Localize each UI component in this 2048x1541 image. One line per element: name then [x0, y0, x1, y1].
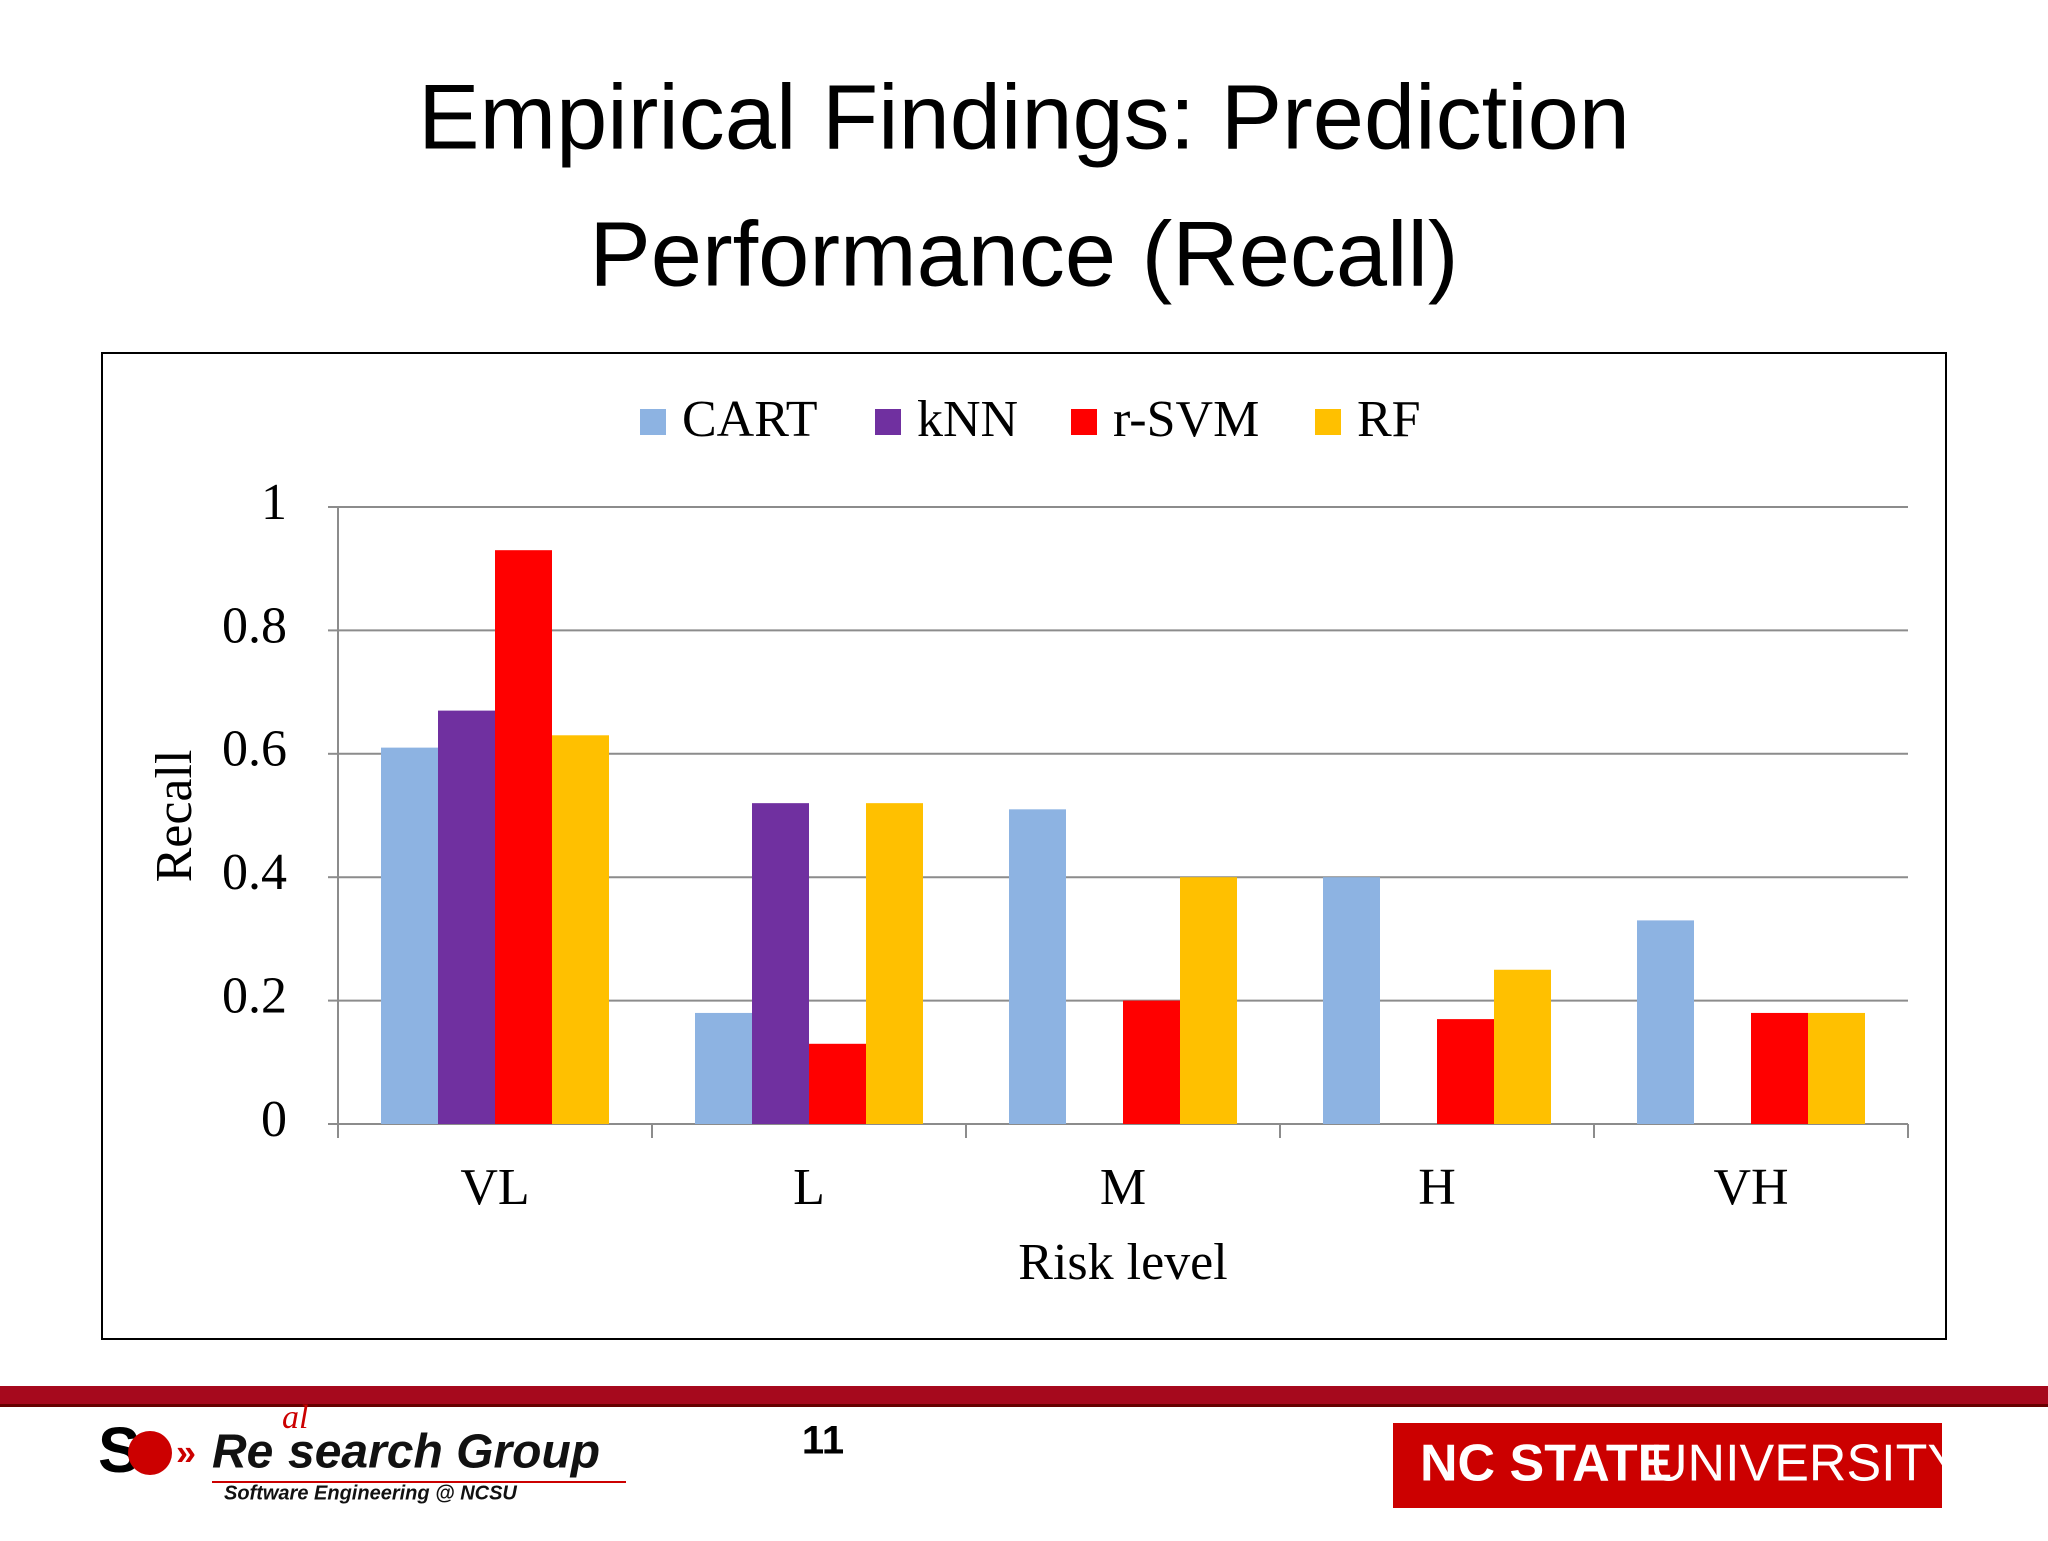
y-tick-label: 1 [261, 474, 287, 531]
legend-label: RF [1357, 391, 1421, 448]
slide-title: Empirical Findings: Prediction [418, 66, 1630, 168]
bar [1123, 1000, 1180, 1124]
bar [1437, 1019, 1494, 1124]
bar [1009, 809, 1066, 1124]
y-tick-label: 0.8 [222, 597, 287, 654]
bar [1494, 969, 1551, 1124]
logo-re: Re [212, 1426, 273, 1479]
bar [381, 747, 438, 1124]
bar [809, 1043, 866, 1124]
x-tick-label: M [1100, 1159, 1146, 1216]
page-number: 11 [802, 1419, 844, 1463]
bar [438, 710, 495, 1124]
logo-arrows: » [176, 1432, 196, 1473]
y-tick-label: 0.6 [222, 721, 287, 778]
bar [866, 803, 923, 1124]
logo-ncstate: NC STATE [1420, 1435, 1672, 1493]
x-tick-label: VH [1713, 1159, 1788, 1216]
bar [495, 550, 552, 1124]
legend-swatch [1315, 409, 1341, 435]
legend-label: CART [682, 391, 818, 448]
y-tick-label: 0.2 [222, 968, 287, 1025]
bar [695, 1012, 752, 1124]
bar [552, 735, 609, 1124]
legend-label: kNN [917, 391, 1018, 448]
footer-bar [0, 1386, 2048, 1404]
x-tick-label: VL [460, 1159, 529, 1216]
logo-e [128, 1431, 172, 1475]
logo-al: al [282, 1399, 308, 1436]
bar [1808, 1012, 1865, 1124]
nc-state-logo: NC STATE UNIVERSITY [1393, 1423, 1962, 1508]
logo-box [1393, 1423, 1942, 1508]
bar [752, 803, 809, 1124]
research-group-logo: S » Re al search Group Software Engineer… [98, 1399, 626, 1504]
legend-swatch [640, 409, 666, 435]
y-axis-title: Recall [146, 750, 203, 883]
bar [1323, 877, 1380, 1124]
logo-search: search Group [288, 1426, 600, 1479]
bar [1751, 1012, 1808, 1124]
x-tick-label: L [793, 1159, 825, 1216]
x-tick-label: H [1418, 1159, 1456, 1216]
bar [1637, 920, 1694, 1124]
logo-university: UNIVERSITY [1650, 1435, 1962, 1493]
slide-title: Performance (Recall) [589, 203, 1458, 305]
y-tick-label: 0.4 [222, 844, 287, 901]
bar [1180, 877, 1237, 1124]
legend-swatch [875, 409, 901, 435]
logo-subtitle: Software Engineering @ NCSU [224, 1482, 517, 1504]
legend-swatch [1071, 409, 1097, 435]
x-axis-title: Risk level [1018, 1234, 1227, 1291]
footer-bar-shadow [0, 1404, 2048, 1407]
legend-label: r-SVM [1113, 391, 1259, 448]
chart: Recall Risk level 0 0.2 0.4 0.6 0.8 1 VL L M H VH C… [146, 391, 1909, 1291]
y-tick-label: 0 [261, 1091, 287, 1148]
